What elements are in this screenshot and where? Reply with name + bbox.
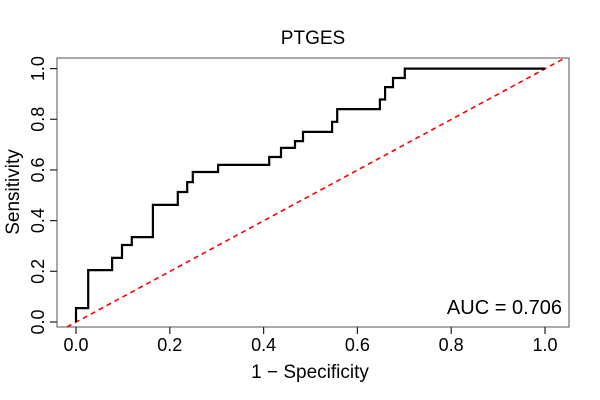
y-tick-label: 0.2 bbox=[28, 259, 48, 284]
y-axis-ticks: 0.0 0.2 0.4 0.6 0.8 1.0 bbox=[28, 56, 57, 335]
x-tick-label: 0.4 bbox=[251, 335, 276, 355]
x-axis-title: 1 − Specificity bbox=[251, 362, 369, 383]
x-axis-ticks: 0.0 0.2 0.4 0.6 0.8 1.0 bbox=[63, 327, 558, 355]
y-axis-title: Sensitivity bbox=[3, 149, 24, 235]
roc-curve-line bbox=[74, 67, 545, 322]
y-tick-label: 0.0 bbox=[28, 309, 48, 334]
x-tick-label: 0.0 bbox=[63, 335, 88, 355]
y-tick-label: 0.6 bbox=[28, 157, 48, 182]
y-tick-label: 1.0 bbox=[28, 56, 48, 81]
plot-box-border bbox=[56, 57, 570, 328]
x-tick-label: 1.0 bbox=[532, 335, 557, 355]
x-tick-label: 0.2 bbox=[157, 335, 182, 355]
plot-title: PTGES bbox=[281, 28, 345, 49]
auc-annotation: AUC = 0.706 bbox=[447, 297, 562, 319]
y-tick-label: 0.8 bbox=[28, 107, 48, 132]
y-tick-label: 0.4 bbox=[28, 208, 48, 233]
chance-diagonal-line bbox=[66, 57, 566, 328]
x-tick-label: 0.8 bbox=[439, 335, 464, 355]
x-tick-label: 0.6 bbox=[345, 335, 370, 355]
